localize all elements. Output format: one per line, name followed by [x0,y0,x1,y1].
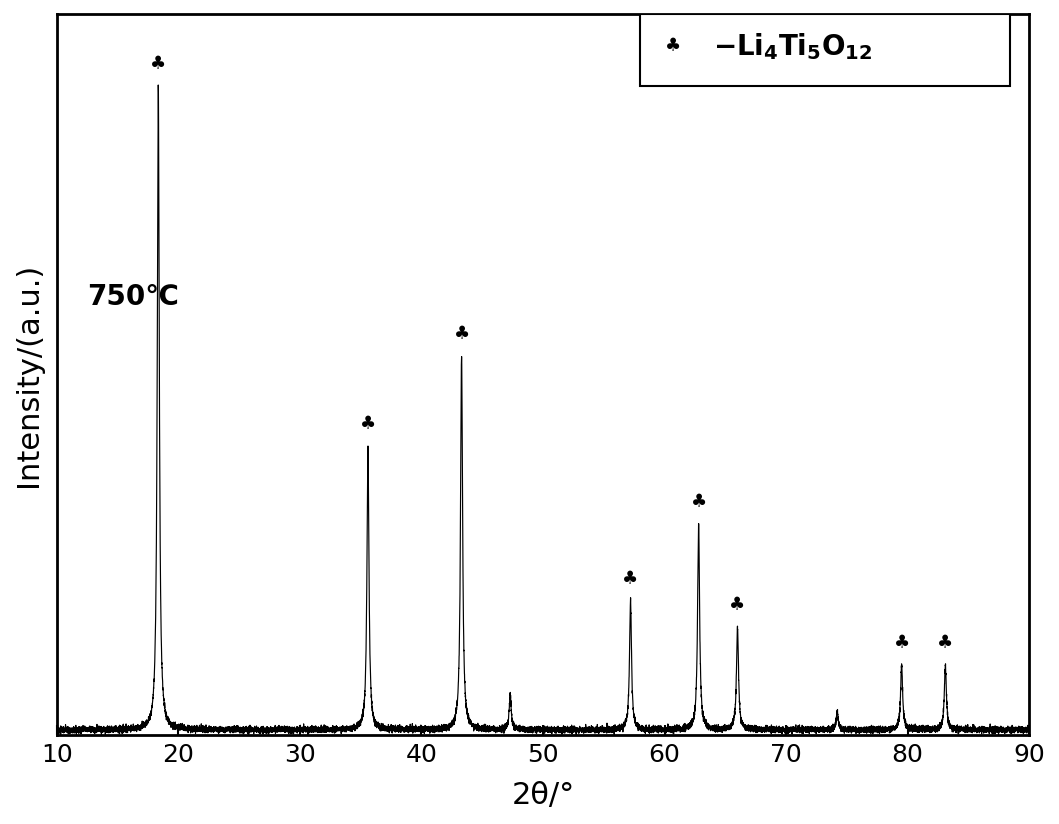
FancyBboxPatch shape [641,14,1010,86]
Text: ♣: ♣ [665,37,681,55]
Text: $\mathbf{-Li_4Ti_5O_{12}}$: $\mathbf{-Li_4Ti_5O_{12}}$ [713,31,873,62]
Text: ♣: ♣ [730,596,746,614]
Text: ♣: ♣ [360,415,376,433]
Y-axis label: Intensity/(a.u.): Intensity/(a.u.) [14,262,42,486]
Text: ♣: ♣ [690,493,706,511]
Text: ♣: ♣ [623,570,639,588]
Text: ♣: ♣ [453,325,469,344]
X-axis label: 2θ/°: 2θ/° [511,781,575,810]
Text: ♣: ♣ [150,55,166,73]
Text: ♣: ♣ [937,634,953,653]
Text: ♣: ♣ [894,634,910,653]
Text: 750℃: 750℃ [87,283,179,311]
